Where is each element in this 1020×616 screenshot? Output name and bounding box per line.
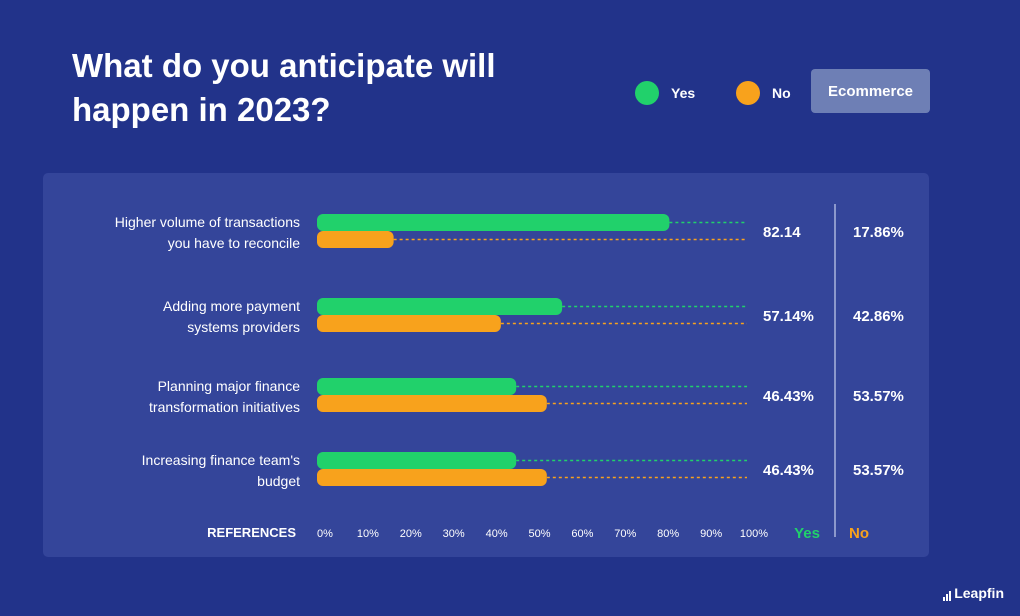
chart-panel: Higher volume of transactions you have to… <box>43 173 929 557</box>
legend-yes: Yes <box>635 79 695 107</box>
bar-no <box>317 315 501 332</box>
legend-no-swatch <box>736 81 760 105</box>
legend-yes-label: Yes <box>671 85 696 101</box>
bar-no <box>317 395 547 412</box>
value-label-no: 42.86% <box>853 308 904 325</box>
category-label: Higher volume of transactions <box>115 214 300 230</box>
category-label: Planning major finance <box>158 378 301 394</box>
axis-title: REFERENCES <box>207 525 296 540</box>
category-label: Adding more payment <box>163 298 300 314</box>
x-tick-label: 100% <box>740 528 768 540</box>
value-label-yes: 82.14 <box>763 224 801 241</box>
category-label: you have to reconcile <box>168 235 301 251</box>
segment-filter-button[interactable]: Ecommerce <box>811 69 930 113</box>
category-label: Increasing finance team's <box>142 452 300 468</box>
x-tick-label: 20% <box>400 528 422 540</box>
category-label: systems providers <box>187 319 300 335</box>
brand-logo: Leapfin <box>943 585 1004 601</box>
logo-bars-icon <box>943 591 952 601</box>
value-label-yes: 46.43% <box>763 388 814 405</box>
bar-no <box>317 231 394 248</box>
value-label-yes: 46.43% <box>763 462 814 479</box>
value-label-no: 17.86% <box>853 224 904 241</box>
x-tick-label: 90% <box>700 528 722 540</box>
brand-name: Leapfin <box>954 585 1004 601</box>
x-tick-label: 30% <box>443 528 465 540</box>
x-tick-label: 80% <box>657 528 679 540</box>
legend-no-label: No <box>772 85 791 101</box>
x-tick-label: 50% <box>528 528 550 540</box>
bar-yes <box>317 298 563 315</box>
chart-title: What do you anticipate will happen in 20… <box>72 47 496 128</box>
bar-yes <box>317 214 670 231</box>
bar-chart: Higher volume of transactions you have to… <box>115 204 904 542</box>
column-header-no: No <box>849 525 869 542</box>
bar-yes <box>317 378 517 395</box>
bar-yes <box>317 452 517 469</box>
category-label: transformation initiatives <box>149 399 300 415</box>
column-header-yes: Yes <box>794 525 820 542</box>
legend-yes-swatch <box>635 81 659 105</box>
x-tick-label: 60% <box>571 528 593 540</box>
x-tick-label: 40% <box>486 528 508 540</box>
value-label-no: 53.57% <box>853 462 904 479</box>
x-tick-label: 10% <box>357 528 379 540</box>
value-label-no: 53.57% <box>853 388 904 405</box>
value-label-yes: 57.14% <box>763 308 814 325</box>
x-tick-label: 0% <box>317 528 333 540</box>
legend-no: No <box>736 79 791 107</box>
bar-no <box>317 469 547 486</box>
category-label: budget <box>257 473 300 489</box>
x-tick-label: 70% <box>614 528 636 540</box>
